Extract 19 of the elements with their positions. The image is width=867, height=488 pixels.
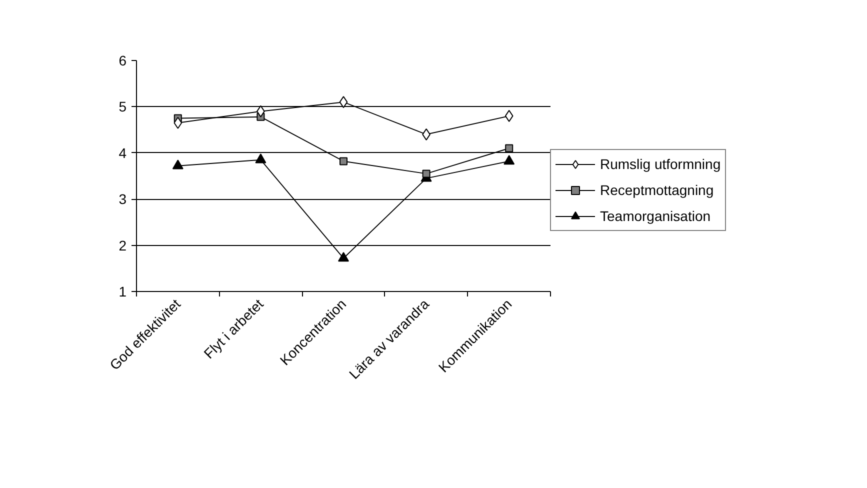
- point: [422, 170, 430, 178]
- legend-label: Rumslig utformning: [600, 156, 721, 172]
- point: [504, 110, 514, 122]
- y-tick-label: 3: [118, 191, 127, 208]
- legend-label: Teamorganisation: [600, 208, 711, 224]
- y-tick-label: 6: [118, 52, 127, 68]
- point: [172, 160, 184, 170]
- y-tick-label: 1: [118, 284, 127, 300]
- point: [504, 154, 515, 165]
- point: [339, 96, 348, 108]
- point: [340, 157, 348, 166]
- point: [174, 116, 182, 129]
- point: [255, 154, 266, 164]
- y-tick-label: 5: [118, 98, 127, 115]
- point: [338, 252, 349, 262]
- y-tick-label: 2: [118, 237, 127, 254]
- point: [505, 144, 514, 152]
- y-tick-label: 4: [118, 144, 127, 161]
- legend-label: Receptmottagning: [600, 182, 714, 198]
